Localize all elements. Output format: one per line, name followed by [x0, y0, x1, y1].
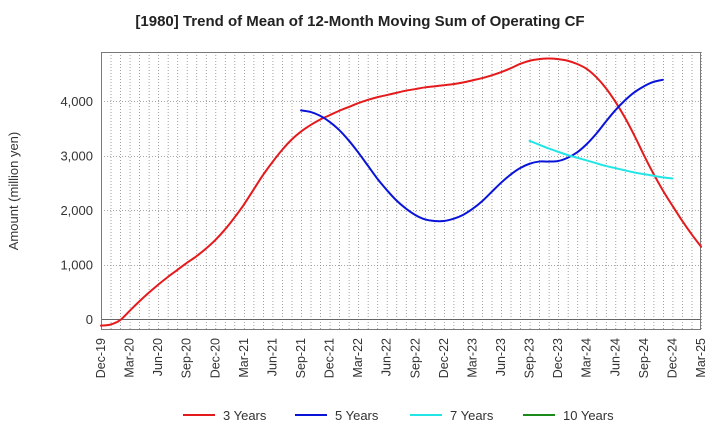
x-tick-label: Dec-24: [665, 338, 679, 378]
series-line-3-years: [100, 57, 702, 327]
chart-title: [1980] Trend of Mean of 12-Month Moving …: [135, 13, 584, 30]
legend-label-10-years: 10 Years: [563, 408, 614, 423]
y-tick-label: 0: [86, 312, 93, 327]
plot-area: [101, 52, 701, 330]
x-tick-label: Dec-19: [94, 338, 108, 378]
y-tick-label: 1,000: [60, 258, 93, 273]
x-tick-label: Dec-21: [323, 338, 337, 378]
plot-frame: [101, 52, 701, 330]
x-tick-label: Dec-22: [437, 338, 451, 378]
legend-label-3-years: 3 Years: [223, 408, 267, 423]
series-line-5-years: [300, 78, 664, 223]
x-tick-label: Sep-24: [637, 338, 651, 378]
x-tick-label: Sep-23: [523, 338, 537, 378]
series-line-7-years: [528, 139, 674, 180]
x-tick-label: Jun-23: [494, 338, 508, 376]
x-tick-label: Jun-20: [151, 338, 165, 376]
x-tick-label: Sep-21: [294, 338, 308, 378]
x-tick-label: Mar-21: [237, 338, 251, 378]
x-tick-label: Mar-23: [465, 338, 479, 378]
x-tick-label: Sep-20: [180, 338, 194, 378]
legend: 3 Years 5 Years 7 Years 10 Years: [183, 408, 614, 423]
x-tick-label: Jun-21: [265, 338, 279, 376]
x-tick-label: Mar-20: [123, 338, 137, 378]
y-axis-label: Amount (million yen): [6, 132, 21, 251]
x-tick-label: Mar-22: [351, 338, 365, 378]
x-tick-label: Mar-25: [694, 338, 708, 378]
x-tick-label: Jun-24: [608, 338, 622, 376]
series-layer: [100, 57, 702, 327]
legend-label-5-years: 5 Years: [335, 408, 379, 423]
legend-label-7-years: 7 Years: [450, 408, 494, 423]
x-tick-label: Mar-24: [580, 338, 594, 378]
grid-layer: [101, 52, 702, 330]
y-tick-label: 4,000: [60, 94, 93, 109]
x-tick-label: Dec-20: [208, 338, 222, 378]
x-tick-label: Dec-23: [551, 338, 565, 378]
x-tick-label: Sep-22: [408, 338, 422, 378]
y-tick-label: 3,000: [60, 149, 93, 164]
axis-layer: 0 1,000 2,000 3,000 4,000 Dec-19 Mar-20 Jun-20 S…: [60, 52, 708, 378]
y-tick-label: 2,000: [60, 203, 93, 218]
x-tick-label: Jun-22: [380, 338, 394, 376]
